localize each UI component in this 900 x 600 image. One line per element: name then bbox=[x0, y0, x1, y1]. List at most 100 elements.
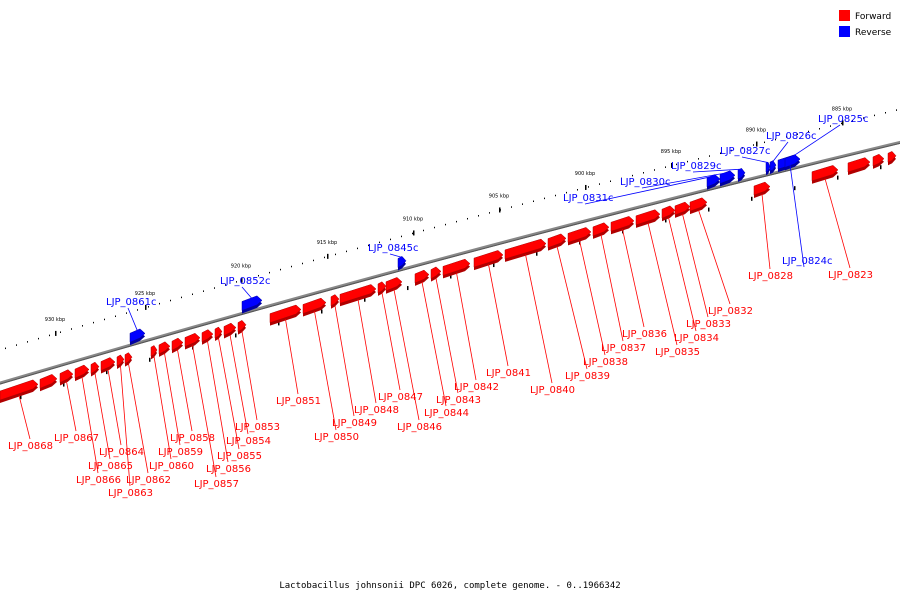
minor-tick bbox=[599, 183, 600, 185]
gene-block-ljp_0846[interactable] bbox=[385, 277, 403, 294]
gene-label-ljp_0829c[interactable]: LJP_0829c bbox=[671, 161, 722, 172]
gene-block-ljp_0847[interactable] bbox=[377, 281, 387, 296]
minor-tick bbox=[753, 144, 754, 146]
gene-block-ljp_0834[interactable] bbox=[661, 205, 676, 222]
gene-block-ljp_0836[interactable] bbox=[610, 216, 635, 235]
gene-block-ljp_0859[interactable] bbox=[158, 341, 171, 357]
gene-block-unlabeled[interactable] bbox=[847, 157, 871, 175]
gene-block-ljp_0866[interactable] bbox=[74, 364, 90, 382]
gene-label-ljp_0833[interactable]: LJP_0833 bbox=[686, 319, 731, 330]
gene-label-ljp_0860[interactable]: LJP_0860 bbox=[149, 461, 194, 472]
gene-block-ljp_0854[interactable] bbox=[223, 322, 237, 339]
gene-block-unlabeled[interactable] bbox=[39, 374, 58, 392]
gene-label-ljp_0828[interactable]: LJP_0828 bbox=[748, 271, 793, 282]
gene-block-ljp_0860[interactable] bbox=[150, 345, 158, 360]
gene-label-ljp_0852c[interactable]: LJP_0852c bbox=[220, 276, 271, 287]
gene-label-ljp_0844[interactable]: LJP_0844 bbox=[424, 408, 469, 419]
gene-block-ljp_0857[interactable] bbox=[184, 332, 201, 350]
gene-block-unlabeled[interactable] bbox=[872, 153, 885, 169]
gene-block-ljp_0848[interactable] bbox=[339, 284, 377, 307]
gene-label-ljp_0837[interactable]: LJP_0837 bbox=[601, 343, 646, 354]
minor-tick bbox=[368, 244, 369, 247]
gene-label-ljp_0840[interactable]: LJP_0840 bbox=[530, 385, 575, 396]
gene-label-ljp_0856[interactable]: LJP_0856 bbox=[206, 464, 251, 475]
gene-arrow bbox=[592, 222, 610, 237]
gene-block-ljp_0849[interactable] bbox=[330, 294, 340, 309]
gene-block-ljp_0841[interactable] bbox=[473, 250, 504, 271]
gene-block-ljp_0862[interactable] bbox=[124, 352, 133, 367]
gene-label-ljp_0825c[interactable]: LJP_0825c bbox=[818, 114, 869, 125]
gene-block-ljp_0863[interactable] bbox=[116, 354, 125, 369]
gene-label-ljp_0849[interactable]: LJP_0849 bbox=[332, 418, 377, 429]
gene-arrow bbox=[129, 328, 146, 343]
gene-label-ljp_0850[interactable]: LJP_0850 bbox=[314, 432, 359, 443]
gene-block-ljp_0868[interactable] bbox=[0, 379, 39, 404]
gene-block-ljp_0853[interactable] bbox=[237, 320, 247, 335]
gene-label-ljp_0853[interactable]: LJP_0853 bbox=[235, 422, 280, 433]
minor-tick bbox=[863, 117, 864, 119]
gene-label-ljp_0824c[interactable]: LJP_0824c bbox=[782, 256, 833, 267]
gene-block-ljp_0830c[interactable] bbox=[719, 170, 736, 187]
gene-label-ljp_0841[interactable]: LJP_0841 bbox=[486, 368, 531, 379]
gene-label-ljp_0831c[interactable]: LJP_0831c bbox=[563, 193, 614, 204]
gene-label-ljp_0868[interactable]: LJP_0868 bbox=[8, 441, 53, 452]
gene-block-ljp_0861c[interactable] bbox=[129, 328, 146, 346]
gene-block-ljp_0845c[interactable] bbox=[397, 256, 407, 271]
gene-label-ljp_0859[interactable]: LJP_0859 bbox=[158, 447, 203, 458]
gene-label-ljp_0826c[interactable]: LJP_0826c bbox=[766, 131, 817, 142]
gene-block-ljp_0839[interactable] bbox=[547, 233, 567, 251]
gene-block-ljp_0856[interactable] bbox=[201, 329, 214, 345]
gene-label-ljp_0835[interactable]: LJP_0835 bbox=[655, 347, 700, 358]
gene-label-ljp_0862[interactable]: LJP_0862 bbox=[126, 475, 171, 486]
gene-block-ljp_0842[interactable] bbox=[442, 258, 471, 279]
gene-block-ljp_0858[interactable] bbox=[171, 337, 184, 354]
gene-label-ljp_0863[interactable]: LJP_0863 bbox=[108, 488, 153, 499]
gene-label-ljp_0839[interactable]: LJP_0839 bbox=[565, 371, 610, 382]
gene-label-ljp_0843[interactable]: LJP_0843 bbox=[436, 395, 481, 406]
gene-label-ljp_0842[interactable]: LJP_0842 bbox=[454, 382, 499, 393]
gene-label-ljp_0858[interactable]: LJP_0858 bbox=[170, 433, 215, 444]
minor-tick bbox=[478, 215, 479, 217]
gene-label-ljp_0855[interactable]: LJP_0855 bbox=[217, 451, 262, 462]
gene-label-ljp_0834[interactable]: LJP_0834 bbox=[674, 333, 719, 344]
gene-label-ljp_0830c[interactable]: LJP_0830c bbox=[620, 177, 671, 188]
gene-label-ljp_0865[interactable]: LJP_0865 bbox=[88, 461, 133, 472]
gene-block-ljp_0823[interactable] bbox=[811, 165, 839, 184]
gene-label-ljp_0851[interactable]: LJP_0851 bbox=[276, 396, 321, 407]
gene-label-ljp_0857[interactable]: LJP_0857 bbox=[194, 479, 239, 490]
gene-label-ljp_0854[interactable]: LJP_0854 bbox=[226, 436, 271, 447]
gene-arrow bbox=[269, 304, 302, 323]
gene-block-ljp_0832[interactable] bbox=[689, 197, 708, 215]
gene-block-ljp_0864[interactable] bbox=[100, 357, 116, 374]
gene-block-ljp_0844[interactable] bbox=[414, 269, 430, 286]
gene-label-ljp_0864[interactable]: LJP_0864 bbox=[99, 447, 144, 458]
gene-label-ljp_0845c[interactable]: LJP_0845c bbox=[368, 243, 419, 254]
gene-block-ljp_0855[interactable] bbox=[214, 326, 223, 342]
gene-label-ljp_0867[interactable]: LJP_0867 bbox=[54, 433, 99, 444]
gene-block-ljp_0852c[interactable] bbox=[241, 295, 263, 314]
gene-block-ljp_0835[interactable] bbox=[635, 209, 661, 228]
gene-block-ljp_0843[interactable] bbox=[430, 266, 442, 282]
gene-label-ljp_0861c[interactable]: LJP_0861c bbox=[106, 297, 157, 308]
gene-block-ljp_0831c[interactable] bbox=[706, 174, 721, 190]
gene-label-ljp_0827c[interactable]: LJP_0827c bbox=[720, 146, 771, 157]
gene-label-ljp_0846[interactable]: LJP_0846 bbox=[397, 422, 442, 433]
gene-block-ljp_0829c[interactable] bbox=[737, 167, 746, 183]
gene-block-ljp_0838[interactable] bbox=[567, 227, 592, 246]
gene-label-ljp_0832[interactable]: LJP_0832 bbox=[708, 306, 753, 317]
gene-block-ljp_0840[interactable] bbox=[504, 238, 547, 262]
gene-label-ljp_0866[interactable]: LJP_0866 bbox=[76, 475, 121, 486]
gene-label-ljp_0836[interactable]: LJP_0836 bbox=[622, 329, 667, 340]
gene-block-ljp_0837[interactable] bbox=[592, 222, 610, 239]
gene-block-ljp_0851[interactable] bbox=[269, 304, 302, 326]
gene-block-ljp_0826c[interactable] bbox=[769, 160, 777, 175]
gene-block-unlabeled[interactable] bbox=[887, 151, 897, 166]
gene-label-ljp_0848[interactable]: LJP_0848 bbox=[354, 405, 399, 416]
gene-block-ljp_0865[interactable] bbox=[90, 361, 100, 377]
gene-label-ljp_0838[interactable]: LJP_0838 bbox=[583, 357, 628, 368]
gene-block-ljp_0867[interactable] bbox=[59, 369, 74, 386]
gene-block-ljp_0828[interactable] bbox=[753, 181, 771, 199]
gene-label-ljp_0823[interactable]: LJP_0823 bbox=[828, 270, 873, 281]
gene-label-ljp_0847[interactable]: LJP_0847 bbox=[378, 392, 423, 403]
gene-block-ljp_0850[interactable] bbox=[302, 297, 327, 317]
